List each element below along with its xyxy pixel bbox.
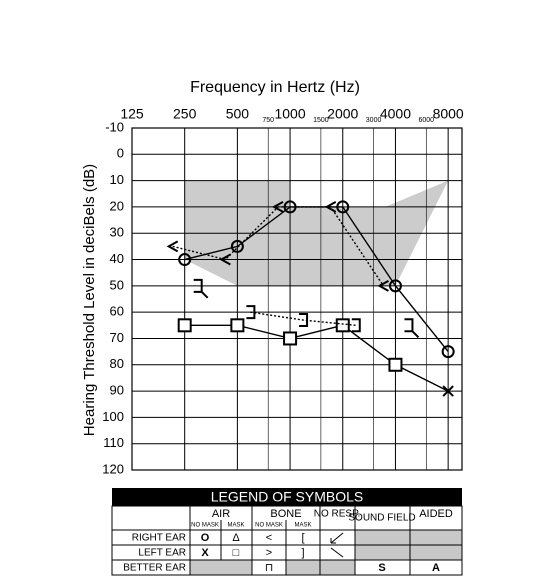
sub-header: MASK — [227, 523, 244, 529]
col-header: AIDED — [419, 508, 453, 520]
symbol-circle — [178, 253, 192, 267]
col-header: AIR — [212, 508, 230, 520]
legend-table: LEGEND OF SYMBOLS AIR BONE NO RESP. SOUN… — [111, 488, 463, 576]
symbol-square — [177, 318, 192, 333]
col-header: BONE — [270, 508, 301, 520]
symbol-less-than — [219, 253, 231, 266]
symbol-circle — [230, 239, 244, 253]
symbol-circle — [388, 279, 402, 293]
symbol-square — [388, 357, 403, 372]
y-tick-label: 60 — [110, 304, 124, 319]
symbol-bracket-no-response — [404, 318, 420, 339]
series-line — [184, 324, 449, 392]
minor-x-tick-label: 6000 — [418, 117, 434, 124]
no-response-arrow — [330, 547, 344, 558]
y-tick-label: 50 — [110, 277, 124, 292]
sub-header: NO MASK — [255, 523, 283, 529]
symbol-bracket — [351, 318, 361, 333]
series-line — [172, 206, 385, 287]
x-tick-label: 250 — [173, 106, 197, 122]
row-label: LEFT EAR — [138, 548, 186, 559]
gray-cell — [190, 560, 252, 575]
y-tick-label: 30 — [110, 225, 124, 240]
minor-x-tick-label: 750 — [262, 117, 274, 124]
symbol: < — [266, 532, 272, 544]
x-tick-label: 4000 — [380, 106, 411, 122]
x-tick-label: 500 — [226, 106, 250, 122]
sub-header: NO MASK — [191, 523, 219, 529]
y-tick-label: 120 — [102, 461, 124, 476]
sub-header: MASK — [294, 523, 311, 529]
symbol-square — [230, 318, 245, 333]
legend-title: LEGEND OF SYMBOLS — [211, 489, 363, 505]
no-response-arrow — [330, 532, 344, 544]
y-tick-label: 40 — [110, 251, 124, 266]
symbol: > — [266, 547, 272, 559]
symbol: A — [432, 562, 440, 574]
symbol-bracket — [246, 305, 256, 320]
symbol-less-than — [324, 201, 337, 213]
symbol: Δ — [232, 532, 240, 544]
symbol-less-than — [166, 240, 179, 253]
minor-x-tick-label: 3000 — [366, 117, 382, 124]
series-line — [184, 206, 449, 353]
x-tick-label: 125 — [120, 106, 144, 122]
symbol-circle — [336, 200, 350, 214]
y-tick-label: 100 — [102, 409, 124, 424]
legend-header — [112, 488, 462, 506]
symbol: ⊓ — [265, 562, 274, 574]
symbol-cross — [442, 385, 454, 397]
minor-x-tick-label: 1500 — [313, 117, 329, 124]
symbol: □ — [233, 547, 240, 559]
symbol: S — [378, 562, 385, 574]
symbol: ] — [301, 547, 304, 559]
series-line — [250, 311, 356, 327]
symbol-circle — [441, 345, 455, 359]
symbol-circle — [283, 200, 297, 214]
row-label: BETTER EAR — [123, 563, 186, 574]
symbol-square — [335, 318, 350, 333]
y-tick-label: 10 — [110, 172, 124, 187]
y-tick-label: 0 — [117, 146, 124, 161]
table-border — [111, 505, 463, 576]
y-tick-label: 90 — [110, 383, 124, 398]
col-header: SOUND FIELD — [348, 513, 415, 524]
y-axis-label: Hearing Threshold Level in deciBels (dB) — [81, 164, 98, 436]
symbol-bracket — [299, 313, 309, 328]
y-tick-label: 20 — [110, 198, 124, 213]
table-rules — [112, 506, 462, 575]
col-header: NO RESP. — [314, 509, 361, 520]
symbol-bracket-no-response — [193, 278, 209, 299]
y-tick-label: 110 — [103, 435, 124, 450]
row-label: RIGHT EAR — [132, 533, 186, 544]
plot-border — [131, 127, 463, 471]
symbol: X — [201, 547, 209, 559]
symbol: [ — [301, 532, 304, 544]
symbol-less-than — [377, 279, 389, 292]
x-tick-label: 2000 — [327, 106, 358, 122]
plot: -10 0 10 20 30 40 50 60 70 80 90 100 110 120 125 250 500… — [102, 106, 464, 477]
symbol-square — [283, 331, 298, 346]
symbol-less-than — [272, 201, 284, 213]
symbol: O — [201, 532, 210, 544]
y-tick-label: -10 — [105, 119, 124, 134]
y-tick-label: 70 — [110, 330, 124, 345]
chart-title: Frequency in Hertz (Hz) — [190, 79, 360, 96]
x-tick-label: 8000 — [433, 106, 464, 122]
y-tick-label: 80 — [110, 356, 124, 371]
x-tick-label: 1000 — [274, 106, 305, 122]
